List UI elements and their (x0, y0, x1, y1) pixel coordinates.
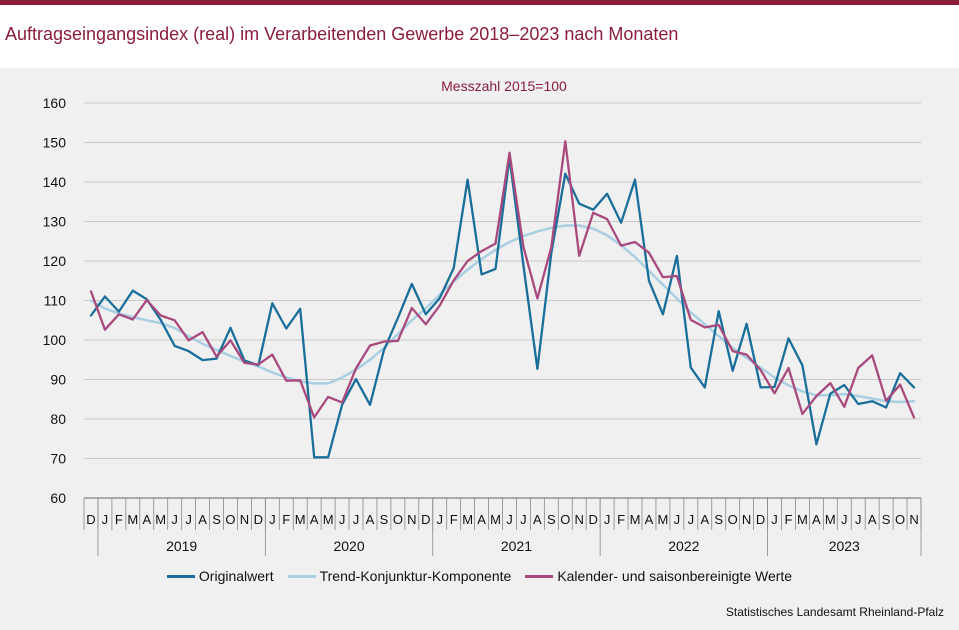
legend-label-trend: Trend-Konjunktur-Komponente (319, 568, 512, 584)
x-month-label: O (560, 512, 570, 527)
x-month-label: A (533, 512, 542, 527)
series-line-original (89, 156, 916, 459)
x-month-label: M (797, 512, 808, 527)
x-month-label: J (688, 512, 695, 527)
y-tick-label: 70 (50, 451, 66, 467)
y-tick-label: 80 (50, 411, 66, 427)
gridlines (84, 102, 921, 499)
page-title: Auftragseingangsindex (real) im Verarbei… (5, 24, 679, 44)
x-month-label: N (240, 512, 249, 527)
x-month-label: S (547, 512, 556, 527)
x-month-label: J (771, 512, 778, 527)
x-month-label: M (630, 512, 641, 527)
x-year-label: 2021 (501, 538, 532, 554)
y-tick-label: 110 (44, 293, 67, 309)
x-month-label: O (895, 512, 905, 527)
x-month-label: J (436, 512, 443, 527)
x-month-label: M (490, 512, 501, 527)
series-lines (89, 140, 916, 459)
legend-item-seasonal: Kalender- und saisonbereinigte Werte (525, 568, 792, 584)
x-month-label: S (714, 512, 723, 527)
y-tick-label: 60 (50, 490, 66, 506)
x-month-label: J (841, 512, 848, 527)
legend-label-original: Originalwert (198, 568, 274, 584)
legend: Originalwert Trend-Konjunktur-Komponente… (0, 568, 959, 584)
x-month-label: A (700, 512, 709, 527)
x-month-label: A (198, 512, 207, 527)
chart-area (0, 68, 959, 630)
x-month-label: A (142, 512, 151, 527)
x-month-label: J (855, 512, 862, 527)
y-axis: 60 70 80 90 100 110 120 130 140 150 160 (43, 95, 67, 506)
x-month-label: J (604, 512, 611, 527)
x-month-label: D (588, 512, 597, 527)
y-tick-label: 100 (43, 332, 67, 348)
y-tick-label: 140 (43, 174, 67, 190)
source-note: Statistisches Landesamt Rheinland-Pfalz (725, 605, 944, 619)
x-month-label: J (171, 512, 178, 527)
x-month-label: M (323, 512, 334, 527)
x-month-label: O (225, 512, 235, 527)
x-month-label: J (674, 512, 681, 527)
x-month-label: O (728, 512, 738, 527)
x-month-label: M (155, 512, 166, 527)
x-month-label: J (269, 512, 276, 527)
y-tick-label: 150 (43, 135, 67, 151)
series-line-seasonal (89, 140, 916, 419)
y-tick-label: 120 (43, 253, 67, 269)
x-month-label: F (115, 512, 123, 527)
x-month-label: M (825, 512, 836, 527)
x-month-label: A (645, 512, 654, 527)
x-month-label: J (339, 512, 346, 527)
y-tick-label: 160 (43, 95, 67, 111)
x-month-label: N (909, 512, 918, 527)
x-month-label: F (282, 512, 290, 527)
x-month-label: M (658, 512, 669, 527)
x-month-label: D (254, 512, 263, 527)
x-month-label: S (380, 512, 389, 527)
legend-swatch-original (166, 574, 195, 578)
x-month-label: A (812, 512, 821, 527)
x-month-label: N (742, 512, 751, 527)
x-month-label: A (477, 512, 486, 527)
x-month-label: J (353, 512, 360, 527)
x-month-label: M (462, 512, 473, 527)
x-month-label: J (520, 512, 527, 527)
x-month-label: N (575, 512, 584, 527)
x-year-label: 2022 (668, 538, 699, 554)
x-month-label: S (882, 512, 891, 527)
y-tick-label: 90 (50, 372, 66, 388)
top-accent-bar (0, 0, 959, 5)
x-month-label: J (185, 512, 192, 527)
legend-label-seasonal: Kalender- und saisonbereinigte Werte (557, 568, 793, 584)
legend-item-trend: Trend-Konjunktur-Komponente (287, 568, 512, 584)
x-month-label: A (868, 512, 877, 527)
x-month-label: J (506, 512, 513, 527)
x-month-label: M (295, 512, 306, 527)
x-month-label: D (421, 512, 430, 527)
x-month-label: F (450, 512, 458, 527)
x-month-label: F (784, 512, 792, 527)
x-year-label: 2023 (829, 538, 860, 554)
x-month-label: F (617, 512, 625, 527)
x-month-label: D (756, 512, 765, 527)
y-tick-label: 130 (43, 214, 67, 230)
chart-subtitle: Messzahl 2015=100 (441, 78, 567, 94)
x-month-label: D (86, 512, 95, 527)
x-month-label: M (127, 512, 138, 527)
legend-swatch-seasonal (525, 574, 554, 578)
x-month-label: N (407, 512, 416, 527)
legend-item-original: Originalwert (166, 568, 274, 584)
x-month-label: A (310, 512, 319, 527)
legend-swatch-trend (287, 574, 316, 578)
x-month-label: J (102, 512, 109, 527)
x-month-label: S (212, 512, 221, 527)
x-month-label: A (366, 512, 375, 527)
x-month-label: O (393, 512, 403, 527)
x-year-label: 2020 (333, 538, 364, 554)
x-year-label: 2019 (166, 538, 197, 554)
